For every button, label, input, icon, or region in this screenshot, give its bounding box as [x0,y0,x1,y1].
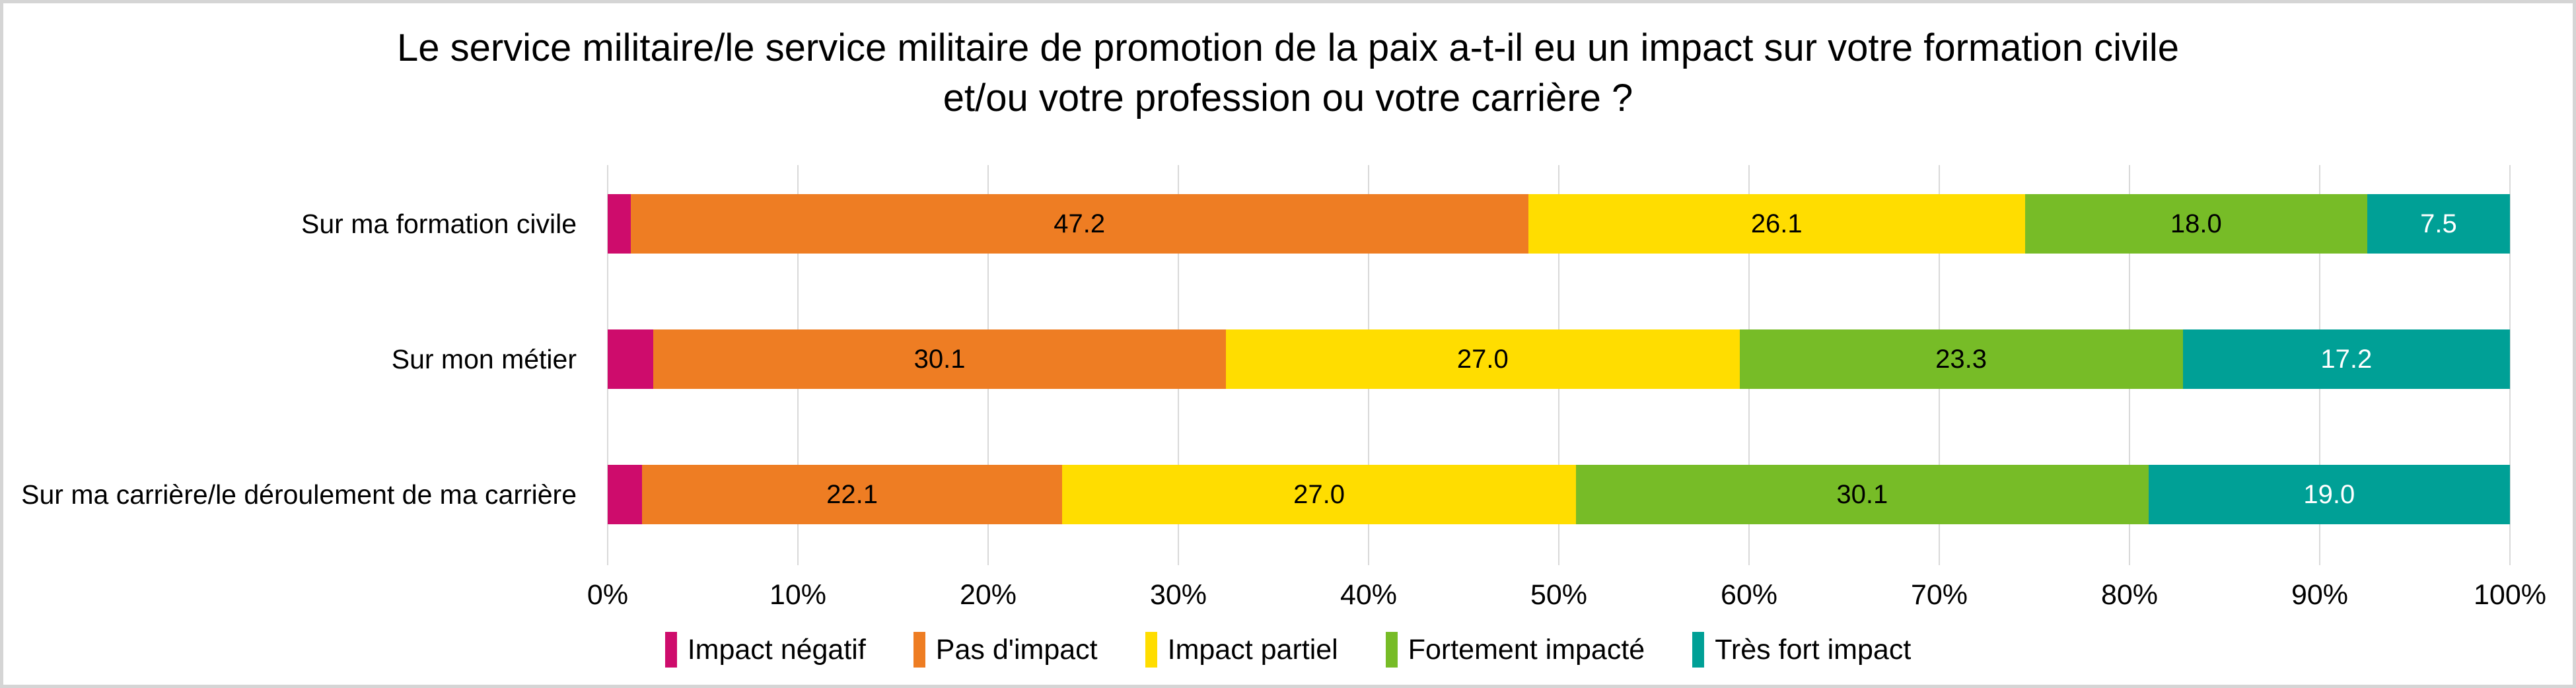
bar-segment-value: 7.5 [2420,209,2457,238]
legend-swatch [913,632,925,668]
bar-segment: 26.1 [1528,194,2025,254]
x-axis-tick-label: 40% [1340,579,1398,611]
bar-segment: 23.3 [1739,329,2183,389]
category-label: Sur ma carrière/le déroulement de ma car… [21,479,577,510]
bar-segment [608,465,642,524]
legend-swatch [1692,632,1705,668]
legend-item: Très fort impact [1692,632,1911,668]
x-axis-tick-label: 90% [2291,579,2349,611]
bar-segment-value: 47.2 [1054,209,1106,238]
legend: Impact négatif Pas d'impact Impact partiel… [3,628,2573,671]
bar-segment: 30.1 [1575,465,2149,524]
legend-label: Impact négatif [687,633,866,666]
x-axis-tick-label: 70% [1910,579,1968,611]
bar-segment-value: 27.0 [1456,344,1509,374]
bar-segment: 30.1 [653,329,1226,389]
bar-row: 22.1 27.0 30.1 19.0 [608,465,2510,524]
legend-item: Impact partiel [1145,632,1338,668]
bar-segment-value: 18.0 [2170,209,2222,238]
bar-segment: 27.0 [1225,329,1740,389]
x-axis-tick-label: 50% [1530,579,1588,611]
category-label: Sur ma formation civile [301,208,577,239]
legend-label: Fortement impacté [1408,633,1645,666]
chart-title-line-2: et/ou votre profession ou votre carrière… [943,77,1633,120]
legend-item: Pas d'impact [913,632,1098,668]
category-label: Sur mon métier [391,343,577,374]
chart-title: Le service militaire/le service militair… [3,23,2573,123]
legend-item: Fortement impacté [1385,632,1645,668]
bar-row: 47.2 26.1 18.0 7.5 [608,194,2510,254]
bar-segment-value: 23.3 [1935,344,1987,374]
bar-segment-value: 22.1 [826,479,878,509]
x-axis-tick-label: 20% [959,579,1017,611]
x-axis: 0% 10% 20% 30% 40% 50% 60% 70% 80% 90% 100% [587,579,2546,616]
bar-segment: 19.0 [2148,465,2510,524]
bar-segment-value: 30.1 [1836,479,1888,509]
x-axis-tick-label: 100% [2474,579,2546,611]
bar-segment: 27.0 [1062,465,1576,524]
bar-segment-value: 26.1 [1750,209,1803,238]
legend-swatch [1145,632,1157,668]
legend-item: Impact négatif [664,632,866,668]
x-axis-tick-label: 80% [2100,579,2159,611]
legend-label: Pas d'impact [935,633,1098,666]
x-axis-tick-label: 10% [769,579,827,611]
x-axis-tick-label: 30% [1149,579,1207,611]
legend-label: Très fort impact [1715,633,1912,666]
bar-segment-value: 17.2 [2320,344,2373,374]
bar-segment [608,329,654,389]
x-axis-tick-label: 60% [1720,579,1778,611]
bar-segment-value: 27.0 [1293,479,1345,509]
legend-label: Impact partiel [1167,633,1338,666]
bar-segment: 18.0 [2024,194,2367,254]
bar-segment: 47.2 [630,194,1528,254]
plot-area: 47.2 26.1 18.0 7.5 30.1 27.0 23.3 17.2 22.1 27.0 3… [607,165,2511,565]
legend-swatch [664,632,677,668]
bar-segment-value: 30.1 [913,344,966,374]
legend-swatch [1385,632,1398,668]
x-axis-tick-label: 0% [587,579,629,611]
chart-title-line-1: Le service militaire/le service militair… [396,26,2180,69]
bar-segment: 17.2 [2182,329,2510,389]
bar-segment [608,194,631,254]
gridline [2509,165,2511,565]
bar-segment: 7.5 [2367,194,2510,254]
bar-segment-value: 19.0 [2303,479,2355,509]
bar-segment: 22.1 [641,465,1063,524]
bar-row: 30.1 27.0 23.3 17.2 [608,329,2510,389]
